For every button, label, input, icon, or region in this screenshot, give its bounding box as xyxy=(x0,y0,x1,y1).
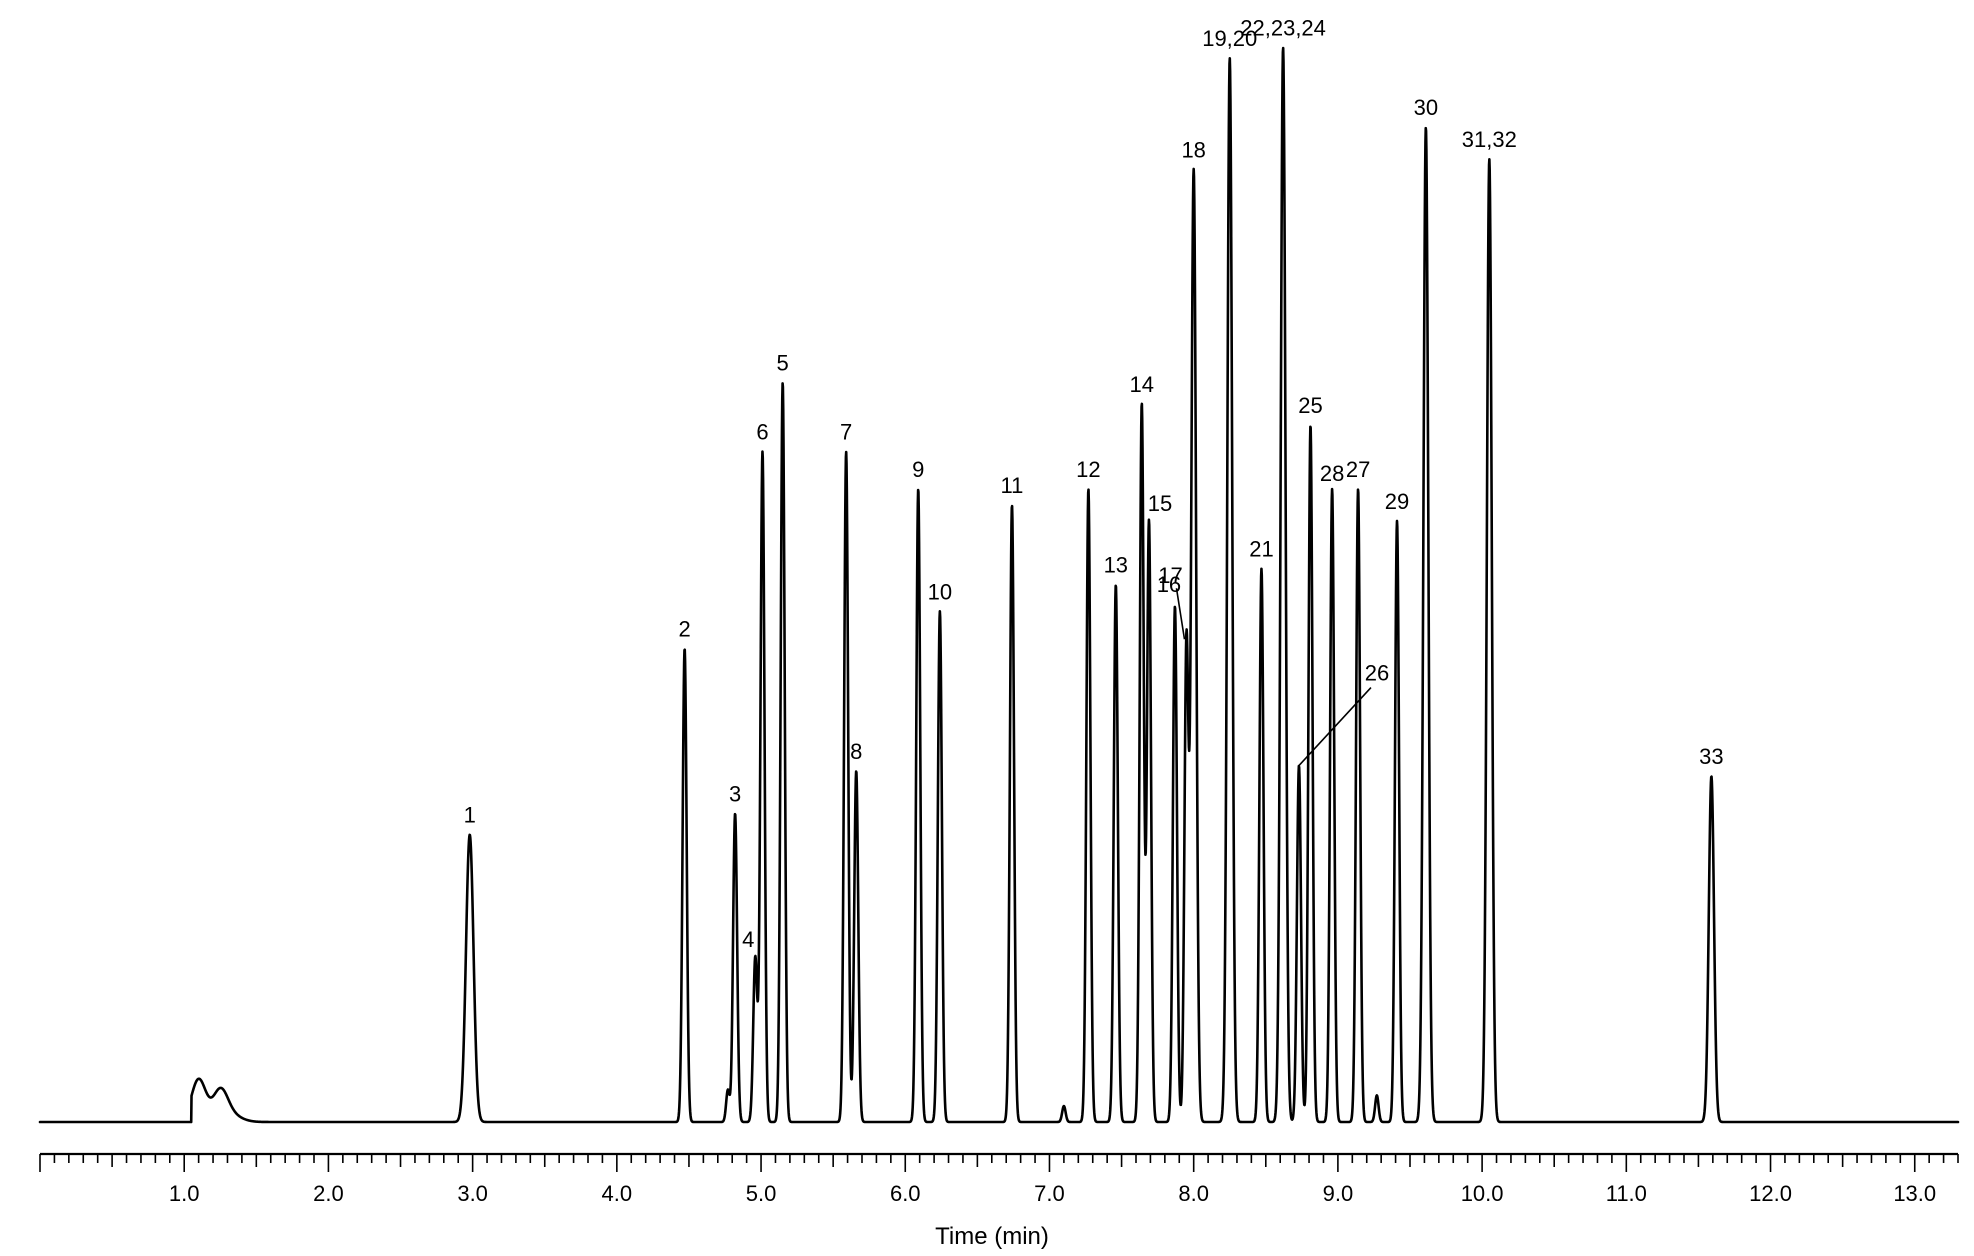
peak-label: 5 xyxy=(777,351,789,376)
peak-label: 33 xyxy=(1699,744,1723,769)
peak-label: 1 xyxy=(464,803,476,828)
peak-label: 25 xyxy=(1298,393,1322,418)
peak-label: 2 xyxy=(678,617,690,642)
peak-label: 8 xyxy=(850,739,862,764)
peak-label: 31,32 xyxy=(1462,127,1517,152)
x-tick-label: 9.0 xyxy=(1323,1181,1354,1206)
peak-label: 3 xyxy=(729,781,741,806)
peak-leader-line xyxy=(1298,687,1372,767)
peak-leader-line xyxy=(1175,588,1186,640)
peak-label: 26 xyxy=(1365,661,1389,686)
peak-label: 29 xyxy=(1385,489,1409,514)
x-tick-label: 4.0 xyxy=(602,1181,633,1206)
peak-label: 15 xyxy=(1148,491,1172,516)
series-line xyxy=(38,46,1960,1124)
x-tick-label: 10.0 xyxy=(1461,1181,1504,1206)
peak-label: 27 xyxy=(1346,457,1370,482)
peak-label: 9 xyxy=(912,457,924,482)
peak-label: 10 xyxy=(928,579,952,604)
x-tick-label: 6.0 xyxy=(890,1181,921,1206)
x-tick-label: 12.0 xyxy=(1749,1181,1792,1206)
chromatogram-trace-group xyxy=(38,46,1960,1124)
peak-label: 28 xyxy=(1320,461,1344,486)
peak-label: 6 xyxy=(756,420,768,445)
x-tick-label: 2.0 xyxy=(313,1181,344,1206)
peak-label: 17 xyxy=(1158,563,1182,588)
x-axis-title: Time (min) xyxy=(935,1223,1049,1250)
peak-label: 11 xyxy=(1001,473,1024,498)
x-tick-label: 3.0 xyxy=(457,1181,488,1206)
x-axis: 1.0 2.0 3.0 4.0 5.0 6.0 7.0 8.0 9.0 10.0 11.0 12.0 1… xyxy=(39,1152,1959,1206)
x-tick-label: 8.0 xyxy=(1178,1181,1209,1206)
peak-label: 18 xyxy=(1181,138,1205,163)
peak-label: 30 xyxy=(1414,95,1438,120)
x-tick-label: 1.0 xyxy=(169,1181,200,1206)
peak-label: 22,23,24 xyxy=(1240,15,1326,40)
x-tick-label: 5.0 xyxy=(746,1181,777,1206)
peak-label: 13 xyxy=(1104,553,1128,578)
x-tick-label: 7.0 xyxy=(1034,1181,1065,1206)
x-tick-label: 13.0 xyxy=(1893,1181,1936,1206)
x-tick-label: 11.0 xyxy=(1606,1181,1647,1206)
peak-label: 7 xyxy=(840,420,852,445)
peak-label: 4 xyxy=(742,927,754,952)
peak-label: 12 xyxy=(1076,457,1100,482)
peak-label: 21 xyxy=(1249,537,1273,562)
peak-label: 19,20 xyxy=(1202,26,1257,51)
peak-label: 14 xyxy=(1130,372,1154,397)
